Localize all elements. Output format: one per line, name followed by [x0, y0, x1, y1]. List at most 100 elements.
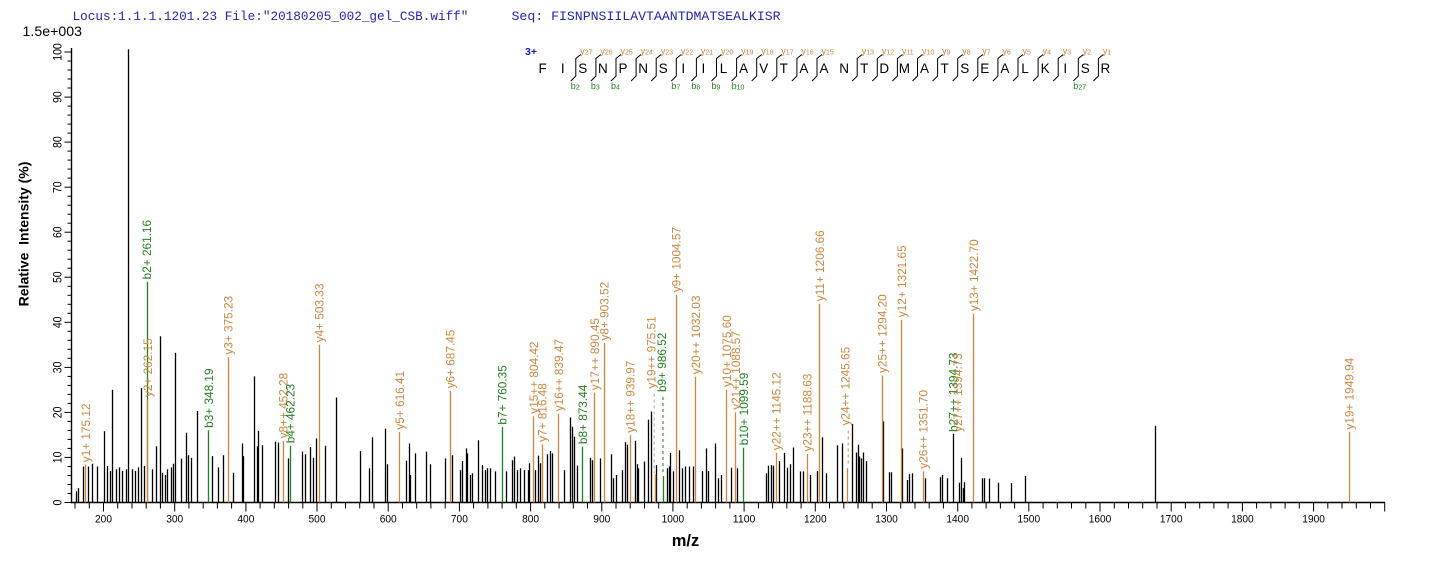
- svg-text:600: 600: [380, 513, 397, 525]
- svg-text:y13+ 1422.70: y13+ 1422.70: [967, 239, 981, 311]
- svg-text:y22++ 1145.12: y22++ 1145.12: [769, 372, 783, 450]
- svg-text:T: T: [940, 61, 948, 76]
- svg-text:N: N: [638, 61, 648, 76]
- svg-text:b2: b2: [571, 81, 580, 92]
- svg-text:y9+ 1004.57: y9+ 1004.57: [669, 227, 683, 292]
- svg-text:y25: y25: [621, 46, 633, 57]
- svg-text:1600: 1600: [1089, 513, 1112, 525]
- svg-text:1400: 1400: [946, 513, 969, 525]
- svg-text:y27: y27: [580, 46, 592, 57]
- svg-text:P: P: [618, 61, 627, 76]
- svg-text:3+: 3+: [525, 46, 537, 58]
- svg-text:b8+ 873.44: b8+ 873.44: [576, 384, 590, 444]
- svg-text:300: 300: [166, 513, 183, 525]
- svg-text:b8: b8: [691, 81, 700, 92]
- svg-text:R: R: [1101, 61, 1111, 76]
- svg-text:y16++ 839.47: y16++ 839.47: [552, 339, 566, 411]
- svg-text:0: 0: [50, 499, 64, 505]
- svg-text:y25++ 1294.20: y25++ 1294.20: [875, 294, 889, 373]
- svg-text:A: A: [739, 61, 748, 76]
- svg-text:y24: y24: [641, 46, 653, 57]
- svg-text:y20++ 1032.03: y20++ 1032.03: [689, 295, 703, 374]
- svg-text:b27: b27: [1073, 81, 1086, 92]
- svg-text:Relative Intensity (%): Relative Intensity (%): [16, 162, 32, 307]
- svg-text:Seq: FISNPNSIILAVTAANTDMATSEAL: Seq: FISNPNSIILAVTAANTDMATSEALKISR: [512, 9, 781, 24]
- svg-text:1100: 1100: [733, 513, 756, 525]
- svg-text:y16: y16: [801, 46, 813, 57]
- svg-text:y22: y22: [681, 46, 693, 57]
- svg-text:1500: 1500: [1018, 513, 1041, 525]
- svg-text:y1: y1: [1103, 46, 1112, 57]
- svg-text:200: 200: [95, 513, 112, 525]
- svg-text:N: N: [839, 61, 849, 76]
- svg-text:A: A: [819, 61, 828, 76]
- svg-text:y6: y6: [1002, 46, 1011, 57]
- svg-text:K: K: [1041, 61, 1050, 76]
- svg-text:b4+ 462.23: b4+ 462.23: [283, 383, 297, 443]
- svg-text:y18: y18: [761, 46, 773, 57]
- svg-text:b9: b9: [712, 81, 721, 92]
- svg-text:70: 70: [50, 181, 64, 193]
- svg-text:y15++ 804.42: y15++ 804.42: [527, 342, 541, 414]
- svg-text:y23: y23: [661, 46, 673, 57]
- svg-text:1200: 1200: [804, 513, 827, 525]
- svg-text:L: L: [1021, 61, 1029, 76]
- svg-text:900: 900: [593, 513, 610, 525]
- svg-text:y7+ 816.48: y7+ 816.48: [536, 383, 550, 442]
- svg-text:800: 800: [522, 513, 539, 525]
- svg-text:1000: 1000: [662, 513, 685, 525]
- svg-text:y3+ 375.23: y3+ 375.23: [221, 295, 235, 354]
- svg-text:500: 500: [309, 513, 326, 525]
- svg-text:y8++ 452.28: y8++ 452.28: [276, 372, 290, 438]
- svg-text:10: 10: [50, 451, 64, 463]
- svg-text:y6+ 687.45: y6+ 687.45: [444, 329, 458, 388]
- svg-text:y1+ 175.12: y1+ 175.12: [79, 403, 93, 462]
- svg-text:y23++ 1188.63: y23++ 1188.63: [800, 373, 814, 451]
- svg-text:A: A: [1000, 61, 1009, 76]
- svg-text:I: I: [681, 61, 685, 76]
- svg-text:y15: y15: [822, 46, 834, 57]
- svg-text:30: 30: [50, 361, 64, 373]
- svg-text:y26: y26: [600, 46, 612, 57]
- svg-text:20: 20: [50, 406, 64, 418]
- svg-text:y8+ 903.52: y8+ 903.52: [597, 282, 611, 341]
- svg-text:b3: b3: [591, 81, 600, 92]
- svg-text:b9+ 986.52: b9+ 986.52: [655, 333, 669, 392]
- svg-text:V: V: [759, 61, 768, 76]
- svg-text:y17: y17: [781, 46, 793, 57]
- svg-text:S: S: [1081, 61, 1090, 76]
- svg-text:y8: y8: [962, 46, 971, 57]
- svg-text:700: 700: [451, 513, 468, 525]
- svg-text:A: A: [799, 61, 808, 76]
- svg-text:50: 50: [50, 271, 64, 283]
- svg-text:400: 400: [237, 513, 254, 525]
- svg-text:y11+ 1206.66: y11+ 1206.66: [813, 230, 827, 301]
- svg-text:y26++ 1351.70: y26++ 1351.70: [916, 390, 930, 469]
- svg-text:y7: y7: [982, 46, 991, 57]
- svg-text:y19+ 1949.94: y19+ 1949.94: [1342, 357, 1356, 429]
- svg-text:y11: y11: [902, 46, 914, 57]
- svg-text:T: T: [780, 61, 788, 76]
- svg-text:A: A: [920, 61, 929, 76]
- svg-text:y10: y10: [922, 46, 934, 57]
- svg-text:b10+ 1099.59: b10+ 1099.59: [737, 373, 751, 446]
- svg-text:D: D: [879, 61, 889, 76]
- svg-text:y18++ 939.97: y18++ 939.97: [623, 361, 637, 433]
- svg-text:b10: b10: [732, 81, 745, 92]
- svg-text:y9: y9: [942, 46, 951, 57]
- svg-text:1300: 1300: [875, 513, 898, 525]
- svg-text:b3+ 348.19: b3+ 348.19: [202, 368, 216, 427]
- svg-text:S: S: [578, 61, 587, 76]
- svg-text:y12: y12: [882, 46, 894, 57]
- svg-text:I: I: [702, 61, 706, 76]
- svg-text:y19++ 975.51: y19++ 975.51: [645, 316, 659, 388]
- svg-text:y5+ 616.41: y5+ 616.41: [393, 371, 407, 430]
- svg-text:y2+ 262.15: y2+ 262.15: [141, 338, 155, 397]
- svg-text:b27++ 1394.73: b27++ 1394.73: [946, 352, 960, 432]
- svg-text:y19: y19: [741, 46, 753, 57]
- svg-text:y2: y2: [1083, 46, 1092, 57]
- svg-text:y4+ 503.33: y4+ 503.33: [313, 283, 327, 342]
- svg-text:N: N: [598, 61, 608, 76]
- svg-text:Locus:1.1.1.1201.23 File:"2018: Locus:1.1.1.1201.23 File:"20180205_002_g…: [73, 9, 469, 24]
- svg-text:m/z: m/z: [672, 532, 700, 550]
